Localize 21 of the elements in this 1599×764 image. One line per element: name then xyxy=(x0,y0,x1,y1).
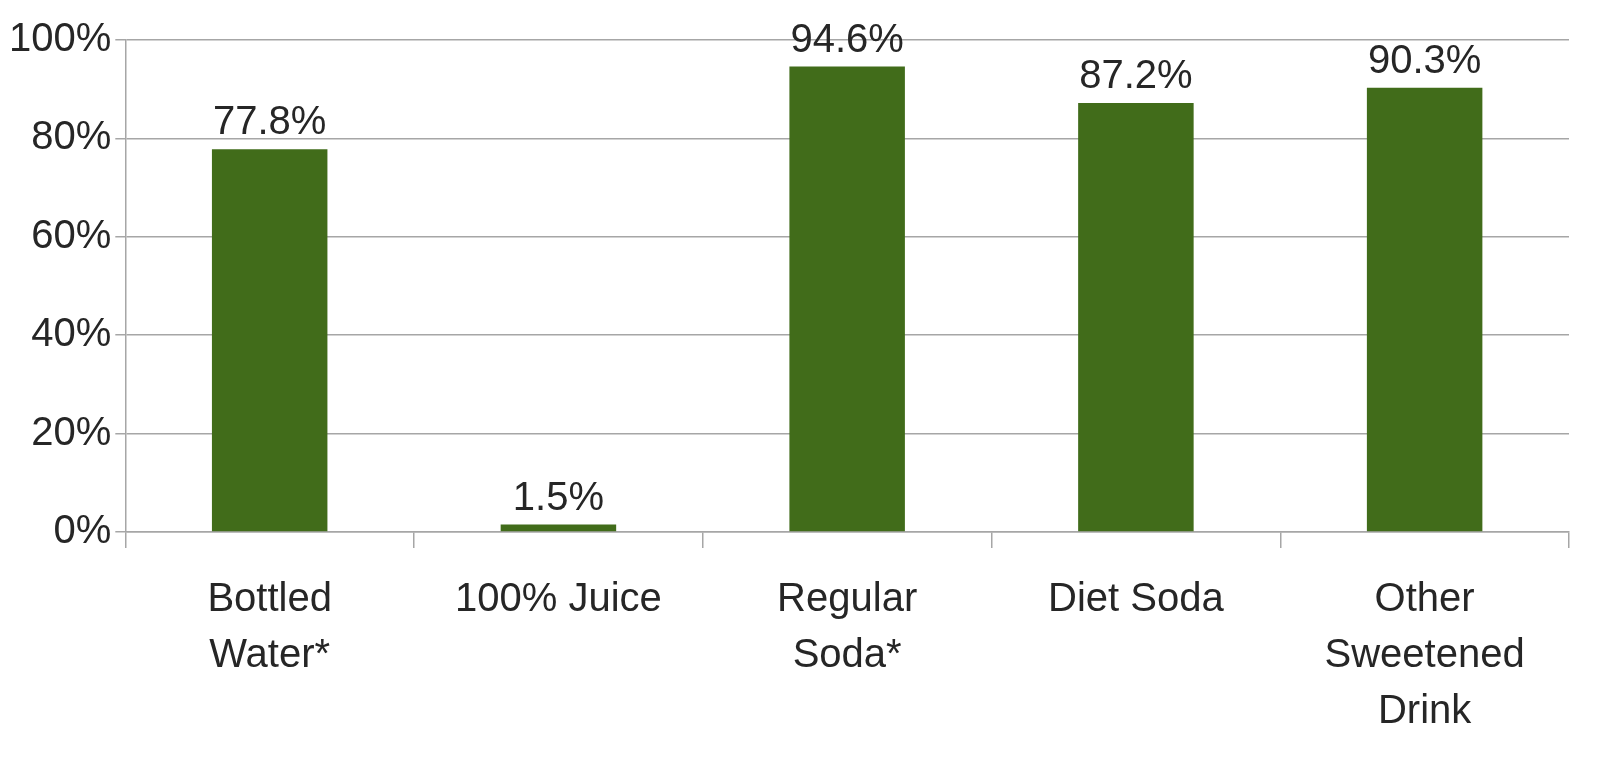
x-tick-label: 100% Juice xyxy=(455,575,662,620)
y-tick-label: 40% xyxy=(31,310,112,355)
x-tick-label: Bottled Water* xyxy=(207,575,332,676)
bar xyxy=(1366,87,1483,532)
data-label: 94.6% xyxy=(790,15,904,60)
bar xyxy=(211,149,328,532)
bar xyxy=(500,524,617,532)
data-label: 90.3% xyxy=(1367,36,1482,81)
y-tick-label: 0% xyxy=(53,507,112,552)
bar xyxy=(1078,102,1194,532)
data-label: 77.8% xyxy=(212,98,327,143)
y-tick-label: 60% xyxy=(31,211,112,256)
x-tick-label: Diet Soda xyxy=(1048,575,1225,620)
y-tick-label: 80% xyxy=(31,113,112,158)
data-label: 87.2% xyxy=(1079,52,1193,97)
x-tick-label: Regular Soda* xyxy=(777,575,918,676)
y-tick-label: 20% xyxy=(31,408,112,453)
y-tick-label: 100% xyxy=(8,15,112,60)
data-label: 1.5% xyxy=(512,473,604,518)
bar xyxy=(789,66,905,532)
x-tick-label: Other Sweetened Drink xyxy=(1324,575,1525,732)
